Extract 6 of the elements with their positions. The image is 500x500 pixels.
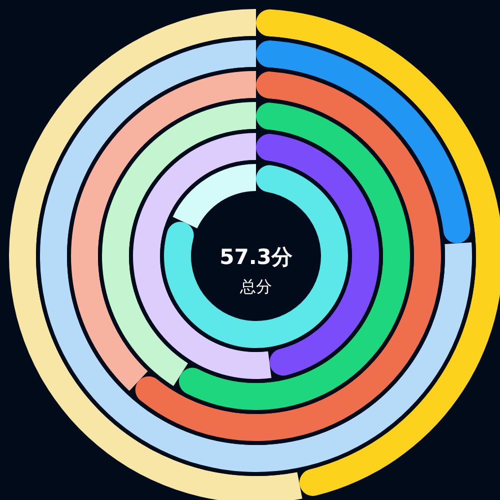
donut-slice	[256, 40, 470, 244]
donut-slice	[172, 164, 256, 228]
donut-slice	[40, 40, 472, 472]
donut-slice	[164, 165, 348, 348]
text: 57.3分	[220, 245, 294, 269]
text: 总分	[239, 277, 272, 296]
